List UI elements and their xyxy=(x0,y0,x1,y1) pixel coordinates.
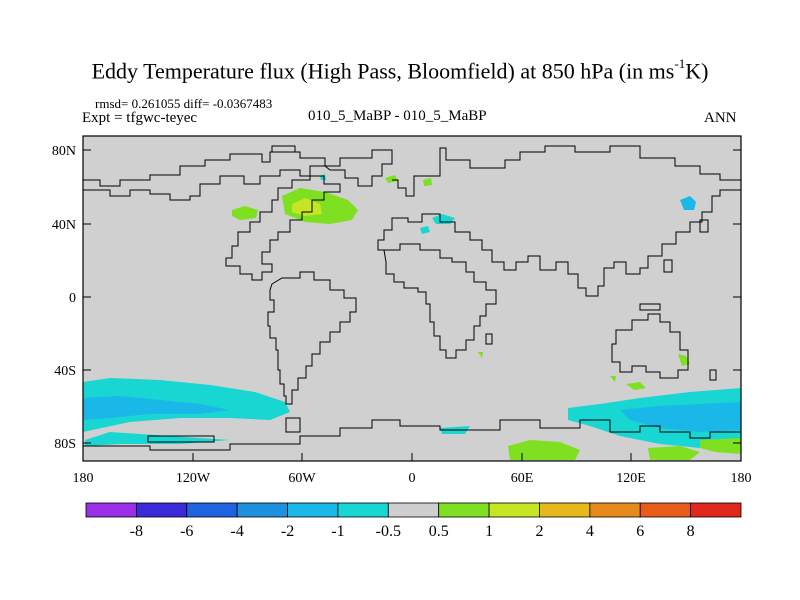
anomaly-patches xyxy=(83,174,741,460)
patch-med-cyan-2 xyxy=(420,226,430,234)
x-tick-label: 60W xyxy=(288,471,316,486)
colorbar-label: 4 xyxy=(586,523,594,540)
colorbar-swatch xyxy=(639,502,692,518)
y-tick-label: 40N xyxy=(52,218,76,233)
season-label: ANN xyxy=(704,110,737,126)
colorbar-label: -0.5 xyxy=(376,523,401,540)
x-tick-label: 180 xyxy=(73,471,94,486)
coast-africa xyxy=(383,243,497,359)
coast-asia-east xyxy=(377,189,741,297)
colorbar-label: 6 xyxy=(636,523,644,540)
y-tick-labels: 80N 40N 0 40S 80S xyxy=(52,144,76,452)
coast-eurasia xyxy=(392,145,741,197)
coast-south-america xyxy=(267,271,357,405)
patch-north-pacific-green xyxy=(232,206,258,220)
coast-new-zealand xyxy=(709,369,717,381)
colorbar-swatch xyxy=(589,502,641,518)
colorbar-swatch xyxy=(438,502,490,518)
coast-australia xyxy=(611,313,689,379)
patch-south-pacific-blue xyxy=(83,396,230,420)
x-tick-label: 120W xyxy=(176,471,211,486)
patch-antarctic-green-2 xyxy=(648,446,700,460)
x-ticks xyxy=(82,453,742,461)
chart-title: Eddy Temperature flux (High Pass, Bloomf… xyxy=(0,56,800,84)
patch-nw-pacific-cyan xyxy=(680,196,696,210)
colorbar-swatch xyxy=(690,502,742,518)
coast-antarctica xyxy=(83,419,741,451)
coast-arctic-islands xyxy=(271,145,296,152)
patch-arctic-green xyxy=(385,175,398,183)
y-tick-label: 80N xyxy=(52,144,76,159)
title-main: Eddy Temperature flux (High Pass, Bloomf… xyxy=(91,58,675,84)
coast-greenland xyxy=(323,149,393,187)
colorbar-swatch xyxy=(539,502,591,518)
colorbar-label: -6 xyxy=(180,523,193,540)
colorbar-labels: -8 -6 -4 -2 -1 -0.5 0.5 1 2 4 6 8 xyxy=(130,523,695,540)
colorbar-swatch xyxy=(287,502,339,518)
colorbar-swatch xyxy=(186,502,238,518)
x-tick-label: 60E xyxy=(511,471,534,486)
title-suffix: K) xyxy=(685,58,709,84)
y-tick-label: 40S xyxy=(54,364,76,379)
colorbar-label: 2 xyxy=(535,523,543,540)
coast-new-guinea xyxy=(639,303,661,311)
colorbar-label: 8 xyxy=(687,523,695,540)
x-tick-label: 120E xyxy=(616,471,646,486)
colorbar xyxy=(85,502,742,518)
colorbar-label: 0.5 xyxy=(429,523,449,540)
x-tick-label: 0 xyxy=(409,471,416,486)
colorbar-swatch xyxy=(337,502,389,518)
patch-antarctic-green-1 xyxy=(508,440,580,460)
y-tick-label: 80S xyxy=(54,437,76,452)
title-superscript: -1 xyxy=(674,56,686,71)
y-ticks xyxy=(83,149,741,444)
experiment-label: Expt = tfgwc-teyec xyxy=(82,110,198,126)
coastlines xyxy=(83,145,741,451)
patch-north-atlantic-yellow xyxy=(292,198,322,216)
patch-siberia-green xyxy=(423,178,432,186)
patch-south-indian-green xyxy=(700,438,741,454)
colorbar-label: -1 xyxy=(331,523,344,540)
colorbar-swatch xyxy=(85,502,137,518)
colorbar-swatch xyxy=(488,502,540,518)
colorbar-swatch xyxy=(387,502,440,518)
coast-madagascar xyxy=(485,333,493,345)
patch-south-indian-blue xyxy=(620,402,741,432)
coast-antarctica-shelf xyxy=(147,435,215,443)
x-tick-labels: 180 120W 60W 0 60E 120E 180 xyxy=(73,471,752,486)
patch-safrica-green xyxy=(478,352,483,358)
patch-tasman-green xyxy=(626,382,646,390)
stats-label: rmsd= 0.261055 diff= -0.0367483 xyxy=(95,96,273,111)
coast-asia-islands xyxy=(663,219,709,273)
coast-antarctic-peninsula xyxy=(285,417,301,433)
patch-aus-green xyxy=(678,354,690,366)
colorbar-label: -4 xyxy=(230,523,243,540)
y-tick-label: 0 xyxy=(69,291,76,306)
colorbar-label: 1 xyxy=(485,523,493,540)
patch-indian-green xyxy=(610,376,616,382)
colorbar-swatch xyxy=(236,502,288,518)
colorbar-label: -2 xyxy=(281,523,294,540)
x-tick-label: 180 xyxy=(731,471,752,486)
colorbar-label: -8 xyxy=(130,523,143,540)
colorbar-swatch xyxy=(135,502,188,518)
coast-north-america xyxy=(83,151,341,281)
comparison-label: 010_5_MaBP - 010_5_MaBP xyxy=(308,108,487,124)
